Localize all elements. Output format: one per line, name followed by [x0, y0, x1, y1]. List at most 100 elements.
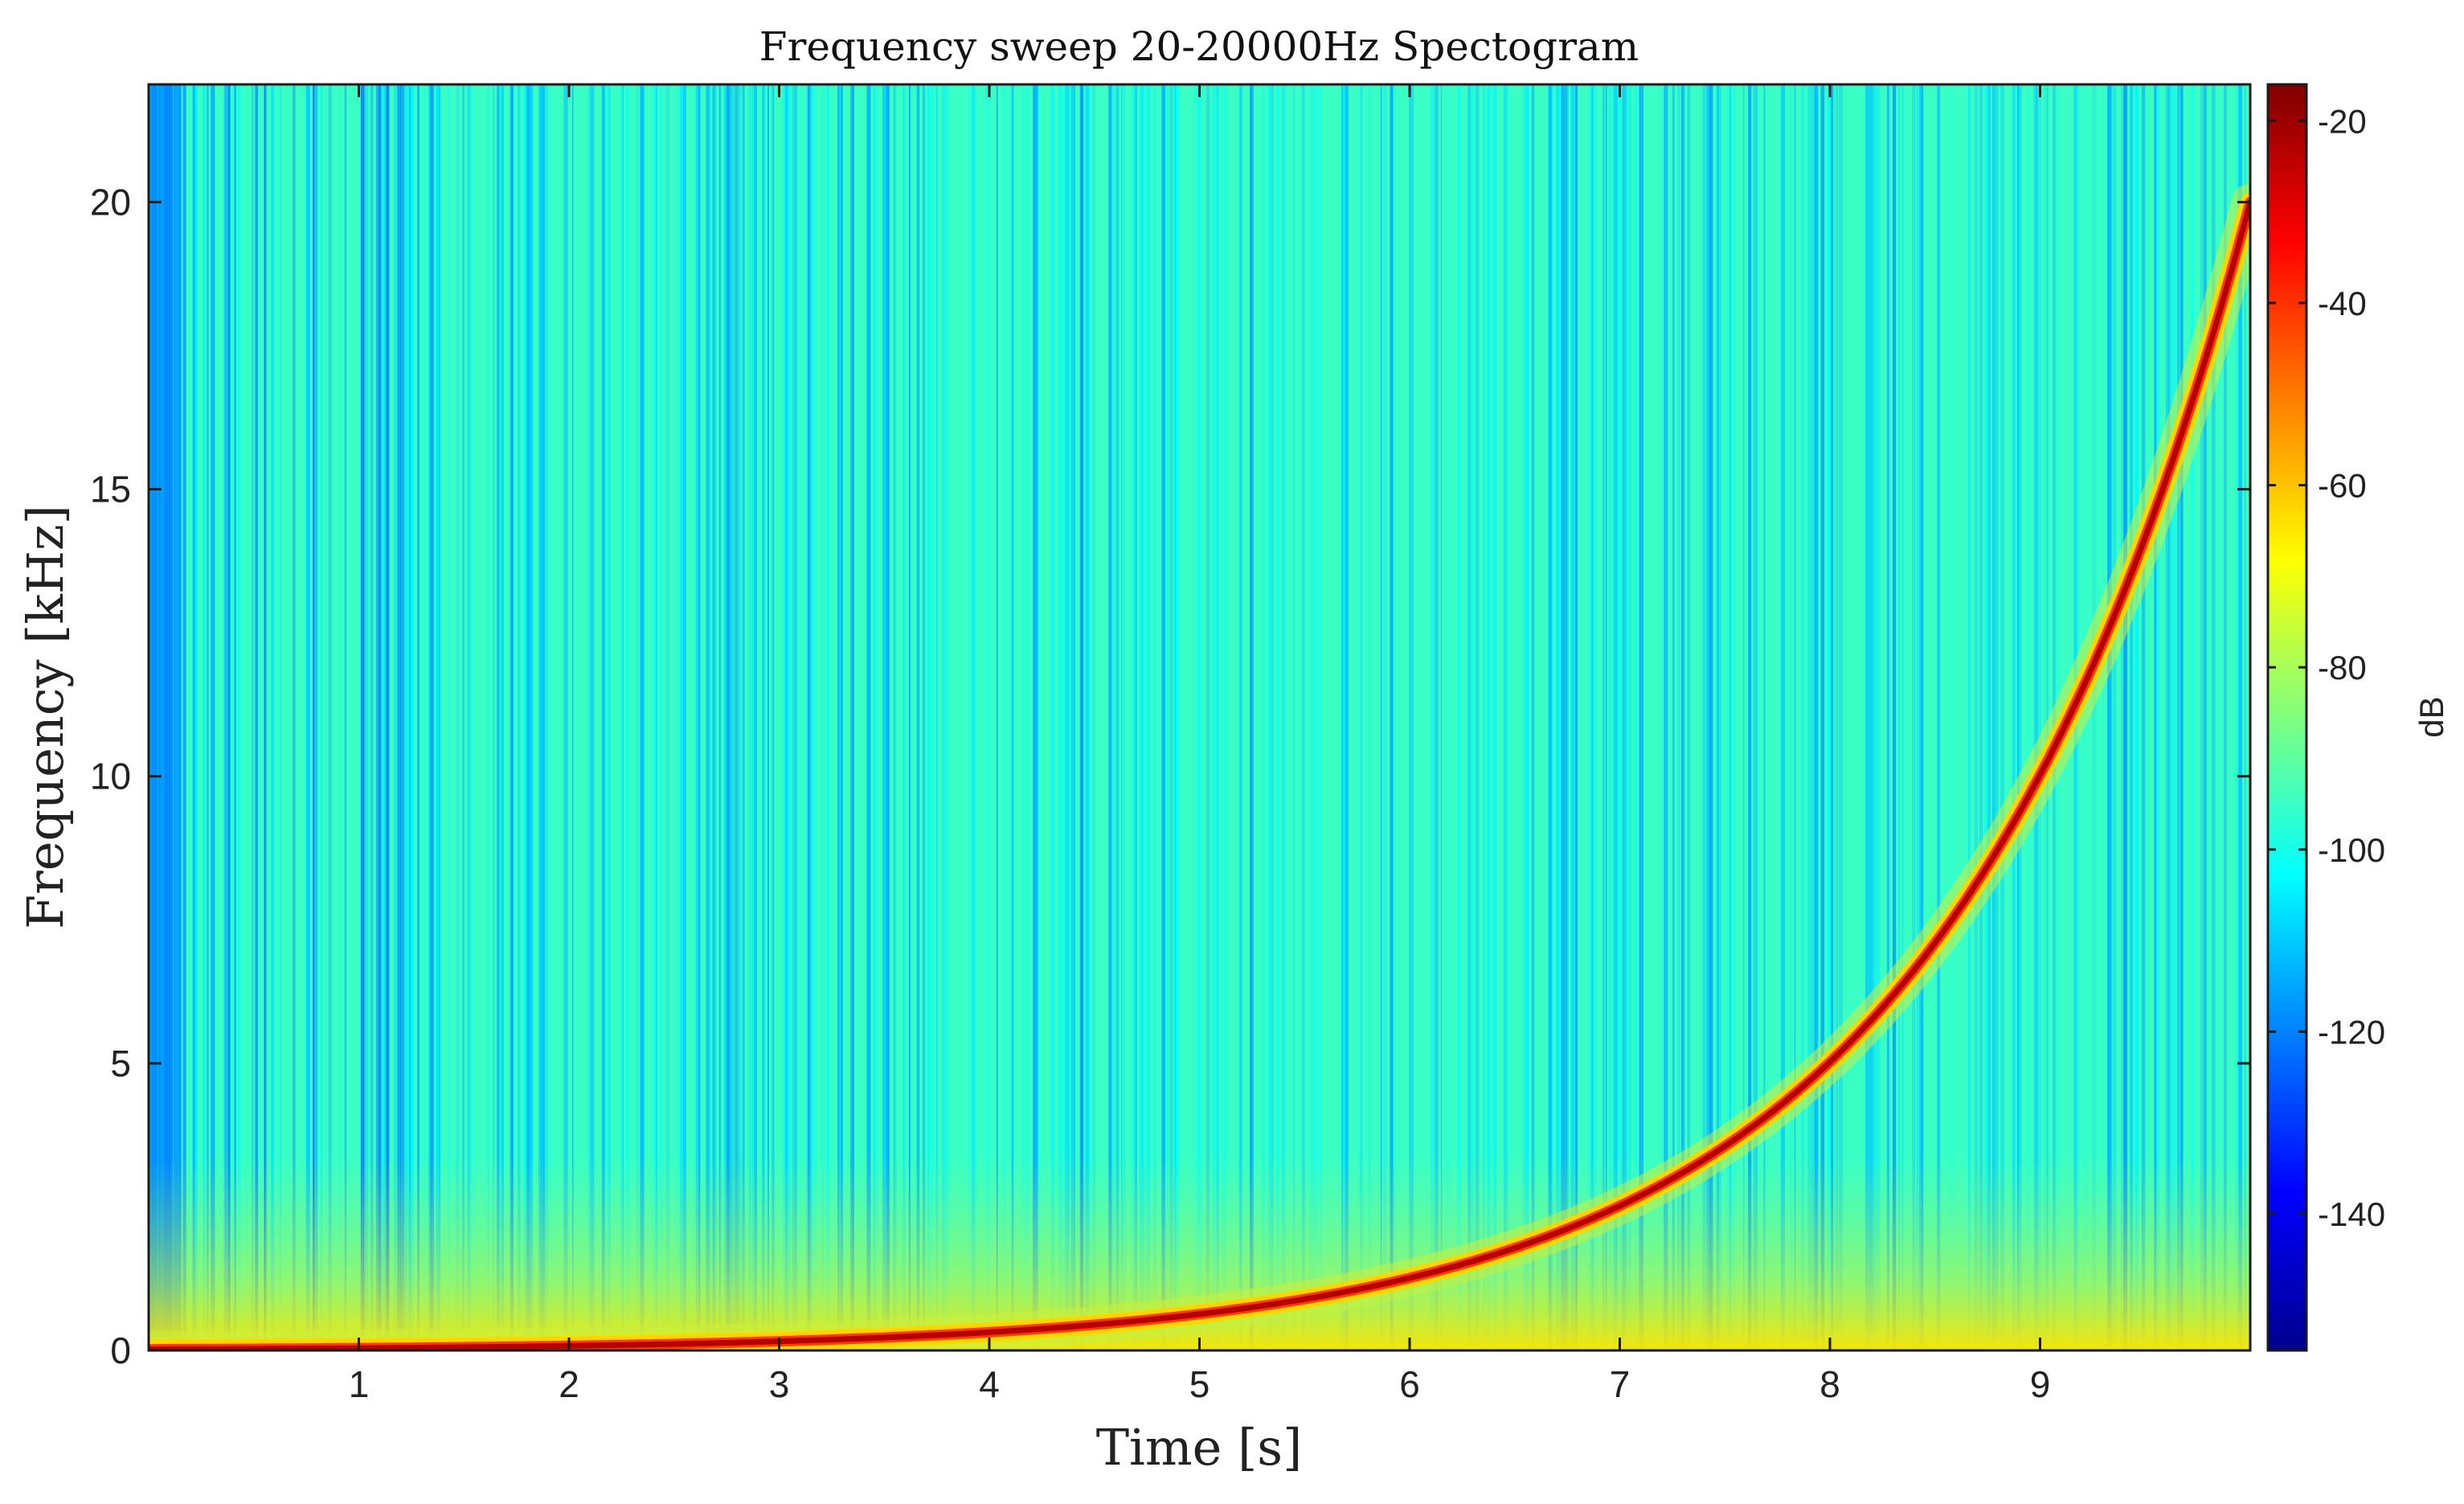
- noise-stripe: [1070, 84, 1074, 1350]
- noise-stripe: [604, 84, 608, 1350]
- noise-stripe: [2212, 84, 2216, 1350]
- noise-stripe: [313, 84, 315, 1350]
- noise-stripe: [1167, 84, 1169, 1350]
- noise-stripe: [874, 84, 878, 1350]
- noise-stripe: [1625, 84, 1630, 1350]
- noise-stripe: [158, 84, 161, 1350]
- noise-stripe: [1382, 84, 1387, 1350]
- noise-stripe: [1602, 84, 1606, 1350]
- noise-stripe: [916, 84, 919, 1350]
- noise-stripe: [1046, 84, 1048, 1350]
- noise-stripe: [417, 84, 420, 1350]
- noise-stripe: [1261, 84, 1264, 1350]
- colorbar-ticks: -20 -40 -60 -80 -100 -120 -140: [2268, 102, 2385, 1233]
- noise-stripe: [430, 84, 435, 1350]
- noise-stripe: [1794, 84, 1796, 1350]
- noise-stripe: [151, 84, 154, 1350]
- noise-stripe: [1092, 84, 1095, 1350]
- noise-stripe: [2130, 84, 2134, 1350]
- noise-stripe: [1263, 84, 1267, 1350]
- noise-stripe: [2000, 84, 2004, 1350]
- noise-stripe: [1570, 84, 1575, 1350]
- noise-stripe: [607, 84, 611, 1350]
- noise-stripe: [2135, 84, 2139, 1350]
- noise-stripe: [655, 84, 658, 1350]
- noise-stripe: [1680, 84, 1685, 1350]
- noise-stripe: [1301, 84, 1305, 1350]
- colorbar-tick-label: -100: [2318, 831, 2385, 869]
- noise-stripe: [1483, 84, 1485, 1350]
- noise-stripe: [251, 84, 254, 1350]
- noise-stripe: [807, 84, 810, 1350]
- noise-stripe: [255, 84, 259, 1350]
- noise-stripe: [723, 84, 727, 1350]
- noise-stripe: [1271, 84, 1274, 1350]
- noise-stripe: [1492, 84, 1496, 1350]
- noise-stripe: [1359, 84, 1362, 1350]
- noise-stripe: [1193, 84, 1197, 1350]
- noise-stripe: [1873, 84, 1875, 1350]
- noise-stripe: [378, 84, 383, 1350]
- noise-stripe: [1146, 84, 1151, 1350]
- noise-stripe: [182, 84, 186, 1350]
- noise-stripe: [2180, 84, 2184, 1350]
- noise-stripe: [770, 84, 773, 1350]
- noise-stripe: [344, 84, 347, 1350]
- x-tick-label: 4: [979, 1363, 1000, 1405]
- noise-stripe: [2171, 84, 2176, 1350]
- noise-stripe: [447, 84, 450, 1350]
- noise-stripe: [1807, 84, 1812, 1350]
- noise-stripe: [886, 84, 890, 1350]
- noise-stripe: [572, 84, 574, 1350]
- noise-stripe: [1169, 84, 1173, 1350]
- noise-stripe: [1471, 84, 1474, 1350]
- noise-stripe: [731, 84, 733, 1350]
- noise-stripe: [293, 84, 296, 1350]
- noise-stripe: [1864, 84, 1868, 1350]
- noise-stripe: [1360, 84, 1363, 1350]
- noise-stripe: [815, 84, 818, 1350]
- noise-stripe: [785, 84, 788, 1350]
- noise-stripe: [1213, 84, 1218, 1350]
- noise-stripe: [1131, 84, 1136, 1350]
- noise-stripe: [786, 84, 791, 1350]
- noise-stripe: [1505, 84, 1508, 1350]
- noise-stripe: [1753, 84, 1758, 1350]
- noise-stripe: [772, 84, 775, 1350]
- noise-stripe: [1639, 84, 1642, 1350]
- noise-stripe: [403, 84, 407, 1350]
- x-axis: 1 2 3 4 5 6 7 8 9: [349, 84, 2050, 1405]
- noise-stripe: [894, 84, 897, 1350]
- sweep-line: [149, 199, 2250, 1350]
- noise-stripe: [821, 84, 825, 1350]
- noise-stripe: [1729, 84, 1732, 1350]
- noise-stripe: [1004, 84, 1006, 1350]
- noise-stripe: [370, 84, 374, 1350]
- noise-stripe: [1621, 84, 1625, 1350]
- noise-stripe: [601, 84, 605, 1350]
- noise-stripe: [841, 84, 843, 1350]
- noise-stripe: [1979, 84, 1983, 1350]
- noise-stripe: [1836, 84, 1838, 1350]
- noise-stripe: [1590, 84, 1594, 1350]
- noise-stripe: [910, 84, 913, 1350]
- noise-stripe: [1222, 84, 1227, 1350]
- noise-stripe: [325, 84, 329, 1350]
- noise-stripe: [1405, 84, 1410, 1350]
- noise-stripe: [1082, 84, 1084, 1350]
- noise-stripe: [866, 84, 871, 1350]
- noise-stripe: [1672, 84, 1675, 1350]
- noise-stripe: [467, 84, 471, 1350]
- noise-stripe: [1215, 84, 1220, 1350]
- y-tick-label: 0: [110, 1330, 131, 1371]
- noise-stripe: [665, 84, 670, 1350]
- noise-stripe: [272, 84, 275, 1350]
- noise-stripe: [194, 84, 198, 1350]
- noise-stripe: [1039, 84, 1042, 1350]
- noise-stripe: [1664, 84, 1668, 1350]
- noise-stripe: [203, 84, 206, 1350]
- noise-stripe: [305, 84, 310, 1350]
- noise-stripe: [1676, 84, 1681, 1350]
- noise-stripe: [1392, 84, 1395, 1350]
- noise-stripe: [636, 84, 639, 1350]
